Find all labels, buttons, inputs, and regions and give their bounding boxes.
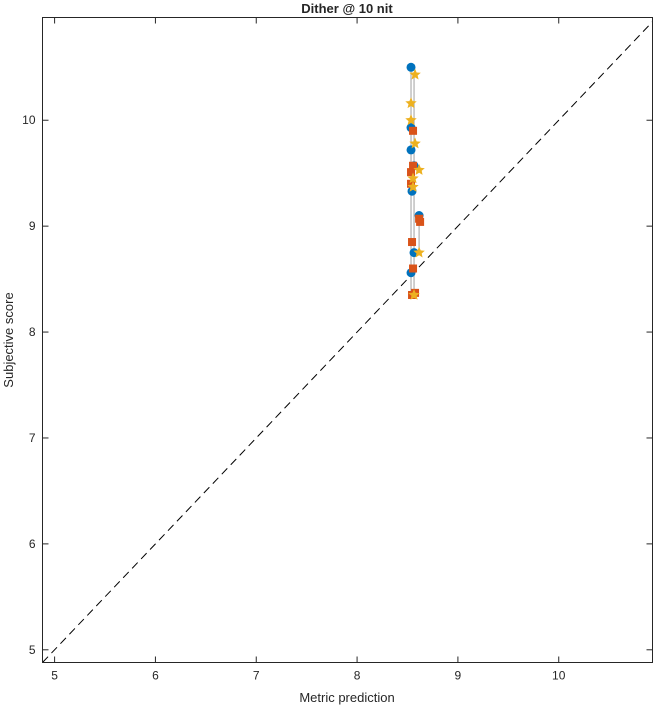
y-tick-label: 6	[29, 537, 36, 551]
x-tick-label: 5	[51, 669, 58, 683]
data-point-square	[407, 168, 416, 177]
x-tick-label: 6	[152, 669, 159, 683]
data-point-star	[413, 164, 425, 175]
data-point-star	[409, 68, 421, 80]
x-tick-label: 9	[455, 669, 462, 683]
data-point-square	[407, 179, 416, 188]
data-point-square	[408, 238, 417, 247]
y-tick-label: 5	[29, 643, 36, 657]
data-point-square	[409, 161, 418, 170]
data-point-star	[407, 172, 419, 184]
y-tick-label: 10	[22, 113, 36, 127]
data-point-star	[407, 181, 419, 192]
data-point-circle	[406, 62, 416, 72]
plot-frame	[42, 17, 653, 663]
data-point-square	[409, 264, 418, 273]
chart-title: Dither @ 10 nit	[301, 1, 393, 16]
data-point-star	[405, 114, 417, 126]
data-point-square	[409, 126, 418, 135]
x-axis-label: Metric prediction	[299, 690, 394, 705]
y-axis-label: Subjective score	[1, 292, 16, 387]
identity-dashed-line	[42, 21, 653, 663]
x-tick-label: 8	[354, 669, 361, 683]
data-point-star	[408, 289, 420, 300]
data-point-star	[409, 137, 421, 149]
data-point-circle	[406, 145, 416, 155]
y-tick-label: 7	[29, 431, 36, 445]
data-point-star	[413, 246, 425, 258]
y-tick-label: 9	[29, 219, 36, 233]
x-tick-label: 10	[552, 669, 566, 683]
y-tick-label: 8	[29, 325, 36, 339]
x-tick-label: 7	[253, 669, 260, 683]
data-point-star	[405, 97, 417, 109]
data-point-square	[416, 217, 425, 226]
